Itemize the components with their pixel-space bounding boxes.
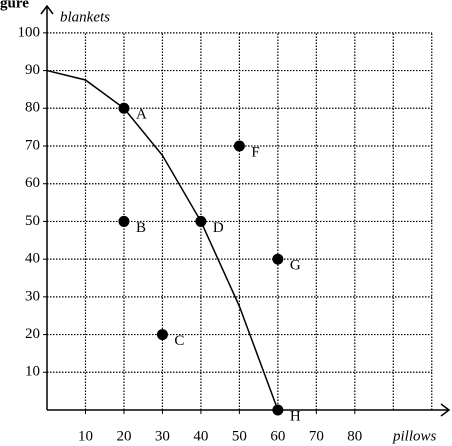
point bbox=[118, 215, 130, 227]
x-tick-label: 80 bbox=[347, 428, 362, 444]
point-label: G bbox=[290, 258, 301, 274]
y-tick-label: 10 bbox=[25, 364, 40, 380]
point bbox=[156, 329, 168, 341]
x-tick-label: 70 bbox=[309, 428, 324, 444]
y-tick-label: 100 bbox=[18, 24, 41, 40]
y-tick-label: 60 bbox=[25, 175, 40, 191]
point-label: A bbox=[136, 107, 147, 123]
x-tick-label: 30 bbox=[155, 428, 170, 444]
x-tick-label: 10 bbox=[78, 428, 93, 444]
chart-title: gure bbox=[0, 0, 29, 11]
x-tick-label: 50 bbox=[232, 428, 247, 444]
point-label: F bbox=[251, 144, 259, 160]
y-tick-label: 20 bbox=[25, 326, 40, 342]
y-tick-label: 70 bbox=[25, 137, 40, 153]
y-tick-label: 50 bbox=[25, 213, 40, 229]
x-arrow bbox=[440, 403, 451, 417]
frontier-curve bbox=[46, 69, 279, 411]
point-label: C bbox=[174, 333, 184, 349]
point bbox=[195, 215, 207, 227]
point-label: H bbox=[290, 408, 301, 424]
y-axis-label: blankets bbox=[60, 9, 110, 25]
y-tick-label: 80 bbox=[25, 100, 40, 116]
x-axis-label: pillows bbox=[392, 428, 437, 444]
point bbox=[118, 102, 130, 114]
y-tick-label: 90 bbox=[25, 62, 40, 78]
point bbox=[233, 140, 245, 152]
x-tick-label: 20 bbox=[116, 428, 131, 444]
point-label: D bbox=[213, 220, 224, 236]
point bbox=[272, 404, 284, 416]
point bbox=[272, 253, 284, 265]
x-tick-label: 60 bbox=[270, 428, 285, 444]
point-label: B bbox=[136, 220, 146, 236]
y-arrow bbox=[40, 4, 54, 15]
y-tick-label: 30 bbox=[25, 288, 40, 304]
x-tick-label: 40 bbox=[193, 428, 208, 444]
y-tick-label: 40 bbox=[25, 251, 40, 267]
